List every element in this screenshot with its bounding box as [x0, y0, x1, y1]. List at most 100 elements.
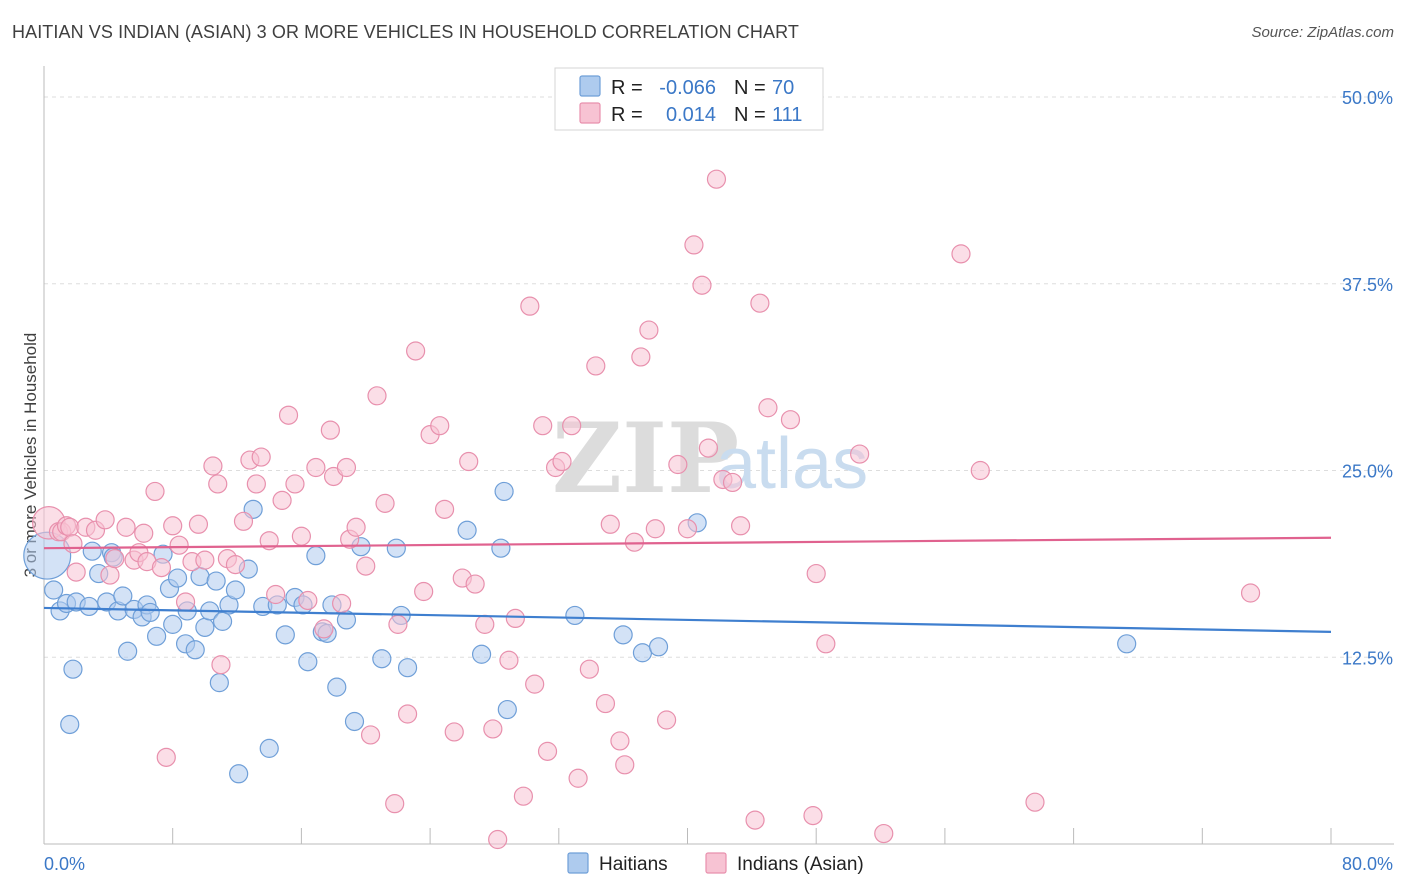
bottom-legend-swatch-haitians [567, 852, 589, 874]
indian-point [444, 722, 464, 742]
haitian-point [113, 586, 133, 606]
source-credit: Source: ZipAtlas.com [1251, 24, 1394, 41]
indian-point [639, 320, 659, 340]
indian-point [291, 526, 311, 546]
y-tick-labels: 12.5% 25.0% 37.5% 50.0% [1342, 88, 1393, 668]
haitian-point [167, 568, 188, 588]
indian-point [631, 347, 651, 367]
haitian-point [457, 520, 477, 540]
indian-point [706, 169, 727, 189]
indian-point [1240, 583, 1261, 603]
indian-point [537, 741, 558, 761]
indian-point [208, 474, 228, 494]
haitian-point [632, 643, 653, 663]
indian-point [225, 555, 246, 575]
legend-r-value-indians: 0.014 [666, 104, 716, 126]
correlation-legend: R = -0.066 N = 70 R = 0.014 N = 111 [554, 67, 824, 131]
indian-point [874, 823, 894, 844]
indian-point [385, 794, 405, 814]
indian-point [203, 456, 223, 476]
haitian-point [471, 644, 492, 664]
indians-trend-line [43, 536, 1332, 550]
indian-point [175, 592, 196, 612]
indian-point [406, 341, 426, 361]
indian-point [163, 516, 183, 536]
indian-point [332, 593, 352, 614]
haitian-point [306, 546, 326, 566]
haitian-point [44, 580, 64, 600]
haitian-point [60, 714, 80, 735]
indian-point [367, 386, 387, 406]
y-tick-label: 12.5% [1342, 648, 1393, 668]
haitian-point [229, 764, 249, 784]
indian-point [169, 535, 189, 555]
indian-point [195, 550, 215, 570]
indian-point [246, 474, 266, 494]
indian-point [499, 650, 519, 670]
haitian-point [613, 625, 633, 645]
legend-n-label-indians: N = [734, 104, 766, 126]
indian-point [586, 356, 606, 376]
bottom-legend-swatch-indians [705, 852, 727, 874]
indian-point [595, 693, 616, 714]
indian-point [615, 755, 635, 775]
watermark-zip: ZIP [552, 402, 739, 515]
indian-point [145, 481, 165, 502]
haitian-point [648, 637, 669, 657]
chart-title: HAITIAN VS INDIAN (ASIAN) 3 OR MORE VEHI… [12, 22, 799, 42]
haitian-point [1117, 634, 1137, 654]
indian-point [388, 614, 408, 634]
axes [43, 66, 1394, 845]
y-tick-label: 25.0% [1342, 462, 1393, 482]
indian-point [116, 517, 136, 537]
indian-point [579, 659, 599, 679]
x-tick-label-max: 80.0% [1342, 854, 1393, 874]
indian-point [151, 558, 172, 578]
indian-point [970, 460, 990, 481]
haitian-point [497, 699, 517, 720]
indian-point [730, 516, 751, 536]
haitian-point [344, 711, 365, 732]
indian-point [414, 581, 434, 602]
indian-point [525, 674, 545, 694]
indian-point [600, 514, 620, 534]
haitian-point [565, 605, 585, 626]
haitian-point [118, 641, 138, 661]
indian-point [251, 447, 271, 467]
indian-point [430, 416, 450, 436]
haitian-point [212, 611, 233, 631]
x-tick-labels: 0.0% 80.0% [44, 854, 1393, 874]
indian-point [95, 510, 115, 530]
indian-point [459, 451, 479, 472]
indian-point [645, 519, 665, 539]
indian-point [610, 731, 630, 751]
indian-point [513, 786, 534, 806]
series-legend: Haitians Indians (Asian) [567, 852, 864, 875]
indian-point [692, 275, 712, 295]
indian-point [483, 719, 503, 739]
indian-point [656, 710, 677, 730]
x-tick-label-min: 0.0% [44, 854, 85, 874]
haitian-point [397, 658, 418, 678]
indian-point [722, 472, 743, 493]
indian-point [1025, 792, 1045, 812]
haitian-point [163, 614, 183, 634]
indian-point [63, 534, 83, 554]
indian-point [336, 457, 357, 478]
haitian-point [225, 580, 246, 600]
indian-point [434, 499, 455, 519]
legend-n-value-haitians: 70 [772, 77, 794, 99]
haitian-point [79, 596, 99, 617]
haitian-point [491, 538, 511, 558]
haitian-point [327, 677, 347, 697]
legend-swatch-indians [579, 102, 601, 124]
indian-point [562, 416, 582, 436]
indian-point [745, 810, 765, 830]
haitian-point [372, 649, 392, 669]
trend-lines [43, 536, 1332, 633]
indian-point [356, 556, 376, 576]
indian-point [505, 608, 525, 629]
indian-point [806, 563, 826, 584]
indian-point [306, 457, 326, 478]
